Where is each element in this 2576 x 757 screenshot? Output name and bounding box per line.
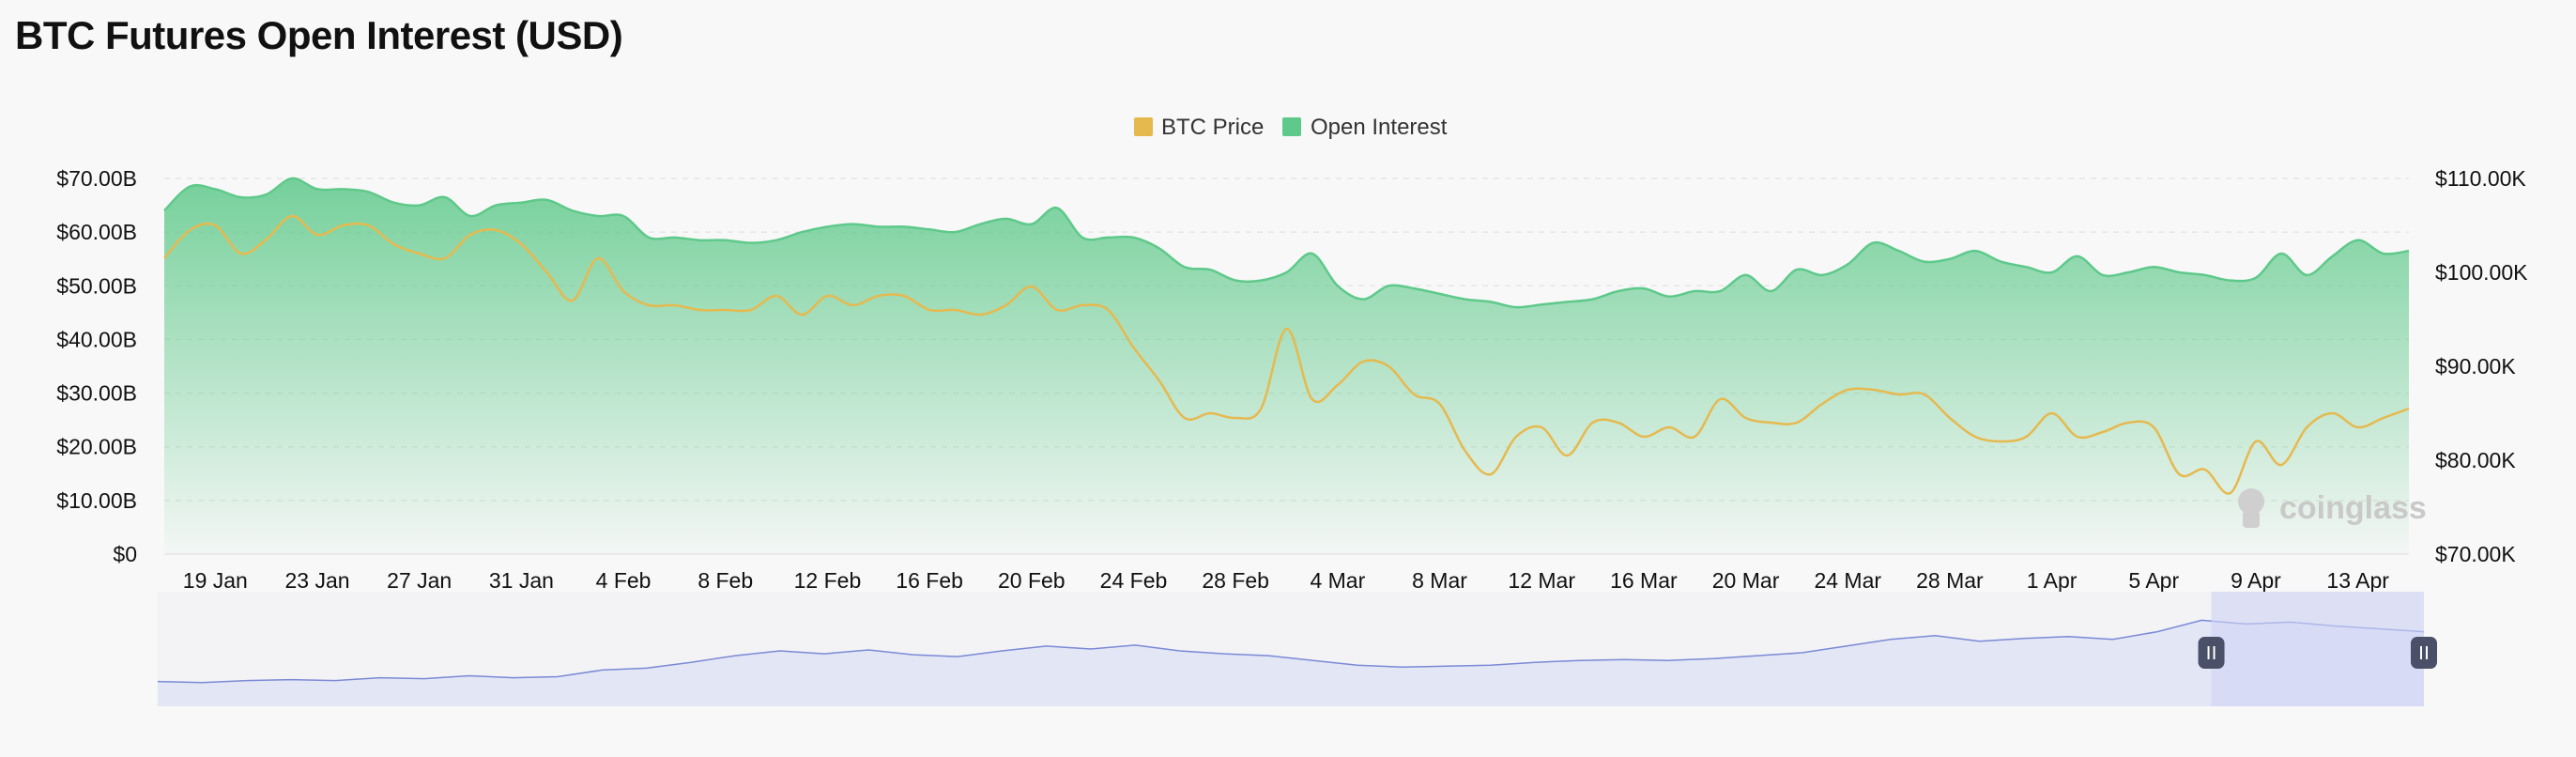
x-tick-label: 16 Feb bbox=[896, 568, 963, 593]
legend-label-btc-price: BTC Price bbox=[1161, 115, 1264, 140]
navigator-area bbox=[158, 620, 2424, 706]
x-tick-label: 19 Jan bbox=[183, 568, 248, 593]
x-tick-label: 8 Mar bbox=[1412, 568, 1467, 593]
x-tick-label: 16 Mar bbox=[1610, 568, 1678, 593]
open-interest-line bbox=[163, 177, 2410, 309]
page-title: BTC Futures Open Interest (USD) bbox=[15, 13, 623, 57]
navigator-handle-left[interactable] bbox=[2198, 637, 2225, 669]
x-tick-label: 23 Jan bbox=[284, 568, 349, 593]
x-tick-label: 27 Jan bbox=[387, 568, 452, 593]
x-tick-label: 20 Mar bbox=[1712, 568, 1780, 593]
x-tick-label: 24 Mar bbox=[1814, 568, 1881, 593]
x-tick-label: 13 Apr bbox=[2326, 568, 2389, 593]
legend-label-open-interest: Open Interest bbox=[1311, 115, 1448, 140]
coinglass-logo-icon bbox=[2238, 488, 2264, 515]
btc-price-line bbox=[163, 214, 2410, 495]
y-left-tick-label: $30.00B bbox=[56, 381, 137, 406]
x-tick-label: 28 Feb bbox=[1202, 568, 1269, 593]
y-right-tick-label: $70.00K bbox=[2435, 542, 2516, 566]
x-tick-label: 28 Mar bbox=[1916, 568, 1984, 593]
x-tick-label: 31 Jan bbox=[489, 568, 554, 593]
watermark: coinglass bbox=[2279, 490, 2427, 526]
x-tick-label: 20 Feb bbox=[998, 568, 1066, 593]
y-left-tick-label: $60.00B bbox=[56, 220, 137, 244]
navigator-line bbox=[157, 619, 2425, 684]
x-tick-label: 8 Feb bbox=[698, 568, 753, 593]
navigator-handle-right[interactable] bbox=[2411, 637, 2437, 669]
y-left-tick-label: $40.00B bbox=[56, 327, 137, 351]
x-tick-label: 12 Mar bbox=[1508, 568, 1575, 593]
x-tick-label: 9 Apr bbox=[2231, 568, 2281, 593]
x-tick-label: 4 Feb bbox=[596, 568, 652, 593]
legend-swatch-open-interest[interactable] bbox=[1282, 117, 1301, 136]
x-tick-label: 12 Feb bbox=[794, 568, 862, 593]
open-interest-area bbox=[164, 178, 2409, 554]
y-right-tick-label: $80.00K bbox=[2435, 448, 2516, 472]
x-tick-label: 1 Apr bbox=[2027, 568, 2078, 593]
y-left-tick-label: $70.00B bbox=[56, 166, 137, 191]
y-left-tick-label: $10.00B bbox=[56, 488, 137, 513]
x-tick-label: 4 Mar bbox=[1310, 568, 1365, 593]
y-left-tick-label: $20.00B bbox=[56, 435, 137, 459]
y-left-tick-label: $50.00B bbox=[56, 273, 137, 298]
x-tick-label: 5 Apr bbox=[2128, 568, 2179, 593]
y-left-tick-label: $0 bbox=[113, 542, 137, 566]
coinglass-logo-icon bbox=[2243, 511, 2260, 528]
legend-swatch-btc-price[interactable] bbox=[1134, 117, 1153, 136]
y-right-tick-label: $90.00K bbox=[2435, 354, 2516, 378]
navigator-selection[interactable] bbox=[2211, 592, 2424, 706]
y-right-tick-label: $110.00K bbox=[2435, 166, 2526, 191]
y-right-tick-label: $100.00K bbox=[2435, 260, 2528, 285]
x-tick-label: 24 Feb bbox=[1100, 568, 1168, 593]
